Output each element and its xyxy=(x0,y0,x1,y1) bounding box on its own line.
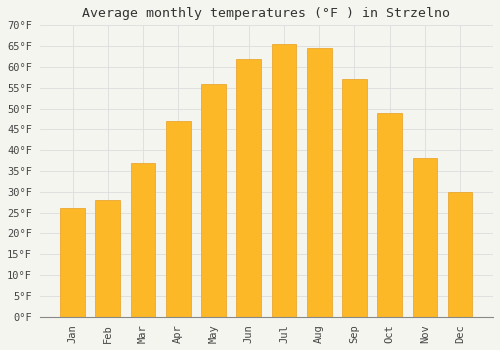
Bar xyxy=(378,113,402,317)
Bar xyxy=(236,58,261,317)
Bar xyxy=(272,44,296,317)
Bar xyxy=(96,200,120,317)
Bar xyxy=(307,48,332,317)
Bar xyxy=(448,192,472,317)
Bar xyxy=(166,121,190,317)
Title: Average monthly temperatures (°F ) in Strzelno: Average monthly temperatures (°F ) in St… xyxy=(82,7,450,20)
Bar xyxy=(60,209,85,317)
Bar xyxy=(412,159,437,317)
Bar xyxy=(342,79,366,317)
Bar xyxy=(201,84,226,317)
Bar xyxy=(130,163,156,317)
